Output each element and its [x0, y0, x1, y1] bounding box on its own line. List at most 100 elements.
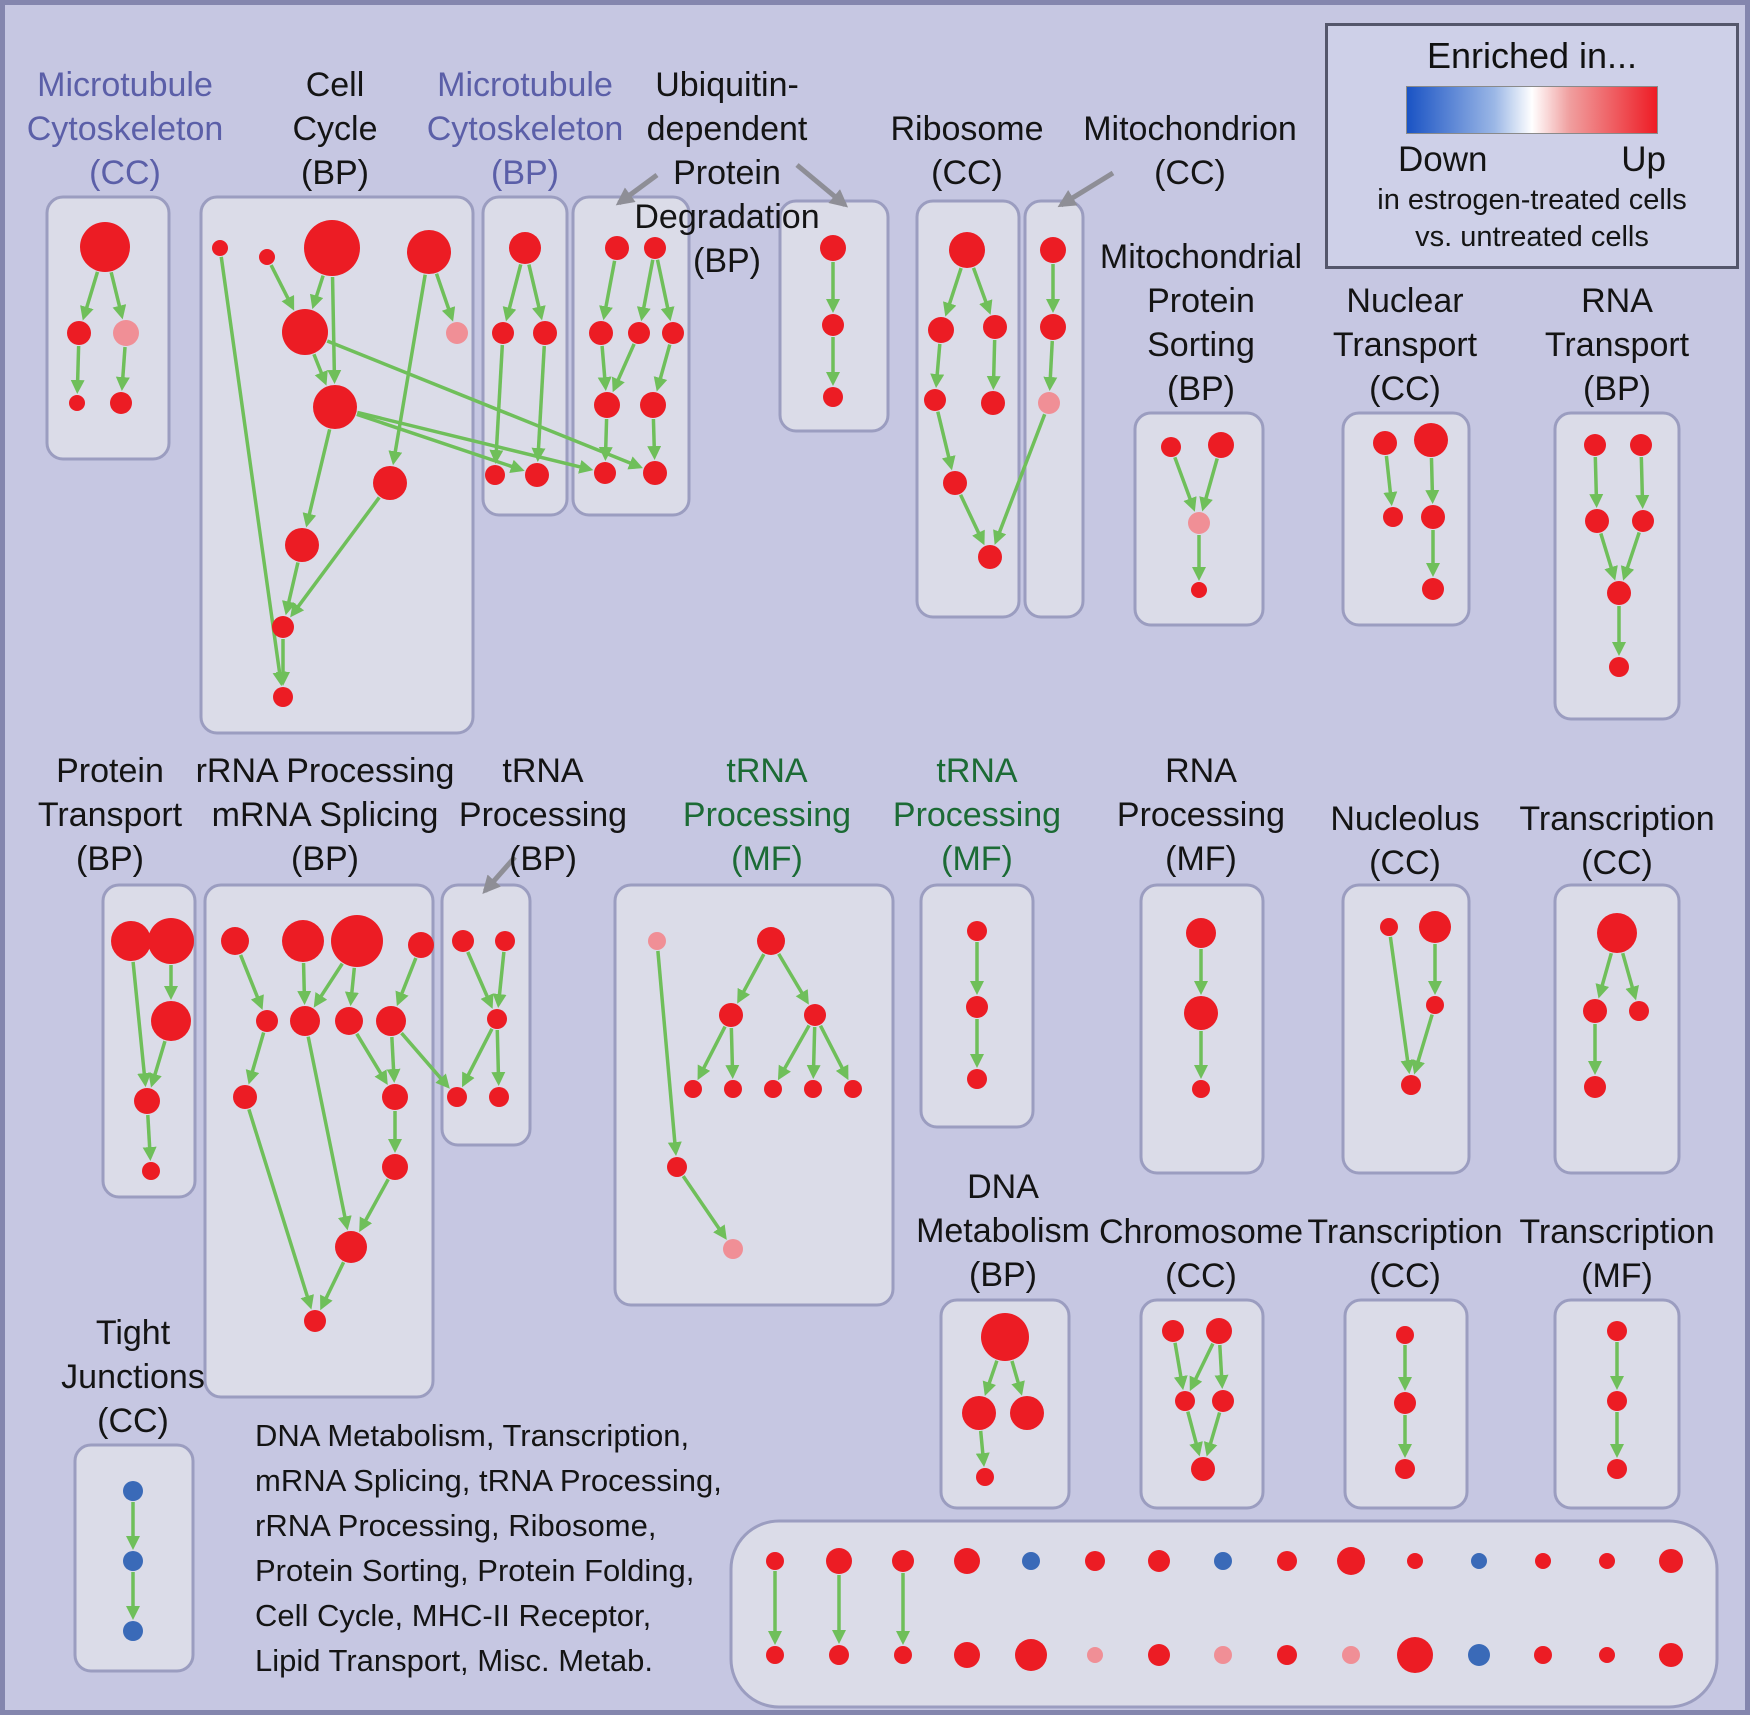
edge-arrow	[309, 275, 325, 310]
node-miscellaneous-16	[829, 1645, 849, 1665]
node-protein-transport-2	[151, 1001, 191, 1041]
edge-arrow	[656, 950, 682, 1157]
node-trna-processing-mf-large-3	[804, 1004, 826, 1026]
node-trna-processing-bp-1	[495, 931, 515, 951]
node-dna-metabolism-1	[962, 1396, 996, 1430]
edge-arrow	[986, 339, 1001, 391]
node-ribosome-6	[978, 545, 1002, 569]
node-mitochondrial-protein-sorting-1	[1208, 432, 1234, 458]
node-rrna-processing-mrna-splicing-10	[382, 1154, 408, 1180]
node-ubiquitin-left-6	[640, 392, 666, 418]
edge-arrow	[527, 264, 546, 321]
node-miscellaneous-22	[1214, 1646, 1232, 1664]
node-ubiquitin-right-1	[822, 314, 844, 336]
edge-arrow	[1203, 1412, 1222, 1457]
edge-arrow	[1589, 456, 1604, 509]
node-mitochondrial-protein-sorting-0	[1161, 437, 1181, 457]
edge-arrow	[971, 267, 993, 315]
node-cell-cycle-10	[273, 687, 293, 707]
edge-arrow	[297, 962, 312, 1006]
edge-arrow	[636, 259, 655, 322]
node-trna-processing-mf-large-4	[684, 1080, 702, 1098]
node-rrna-processing-mrna-splicing-11	[335, 1231, 367, 1263]
edge-arrow	[1595, 952, 1613, 999]
node-mitochondrial-protein-sorting-3	[1191, 582, 1207, 598]
edge-arrow	[491, 1029, 506, 1087]
node-trna-processing-mf-large-6	[764, 1080, 782, 1098]
node-microtubule-cytoskeleton-bp-1	[492, 322, 514, 344]
node-cell-cycle-9	[272, 616, 294, 638]
edge-arrow	[466, 951, 494, 1009]
edge-arrow	[356, 412, 525, 474]
legend-title: Enriched in...	[1426, 35, 1638, 76]
edge-arrow	[400, 1031, 450, 1089]
node-trna-processing-mf-large-9	[667, 1157, 687, 1177]
node-protein-transport-4	[142, 1162, 160, 1180]
edge-arrow	[356, 410, 594, 474]
edge-arrow	[395, 957, 418, 1007]
node-trna-processing-bp-3	[447, 1087, 467, 1107]
cluster-box-ribosome	[915, 199, 1021, 619]
edge-arrow	[131, 961, 152, 1088]
node-microtubule-cytoskeleton-cc-4	[110, 392, 132, 414]
node-miscellaneous-8	[1277, 1551, 1297, 1571]
node-microtubule-cytoskeleton-cc-1	[67, 321, 91, 345]
node-ubiquitin-left-1	[644, 237, 666, 259]
node-miscellaneous-27	[1534, 1646, 1552, 1664]
edge-arrow	[492, 951, 507, 1009]
node-rrna-processing-mrna-splicing-8	[233, 1085, 257, 1109]
node-miscellaneous-28	[1599, 1647, 1615, 1663]
node-trna-processing-mf-large-7	[804, 1080, 822, 1098]
edge-arrow	[359, 1178, 390, 1233]
node-ribosome-1	[928, 317, 954, 343]
edge-arrow	[355, 1032, 388, 1086]
miscellaneous-category-note: DNA Metabolism, Transcription, mRNA Spli…	[255, 1418, 722, 1678]
legend-up-label: Up	[1621, 140, 1666, 179]
node-nuclear-transport-0	[1373, 431, 1397, 455]
node-cell-cycle-6	[313, 385, 357, 429]
node-miscellaneous-13	[1599, 1553, 1615, 1569]
edge-arrow	[647, 418, 662, 461]
node-miscellaneous-4	[1022, 1552, 1040, 1570]
legend-down-label: Down	[1398, 140, 1488, 179]
node-transcription-cc-top-1	[1583, 999, 1607, 1023]
node-ubiquitin-left-2	[589, 321, 613, 345]
edge-arrow	[725, 1027, 740, 1080]
edge-arrow	[386, 1036, 401, 1084]
node-nucleolus-0	[1380, 918, 1398, 936]
node-rrna-processing-mrna-splicing-7	[376, 1006, 406, 1036]
annotation-arrow	[795, 163, 849, 208]
node-cell-cycle-0	[212, 240, 228, 256]
node-trna-processing-mf-small-2	[967, 1069, 987, 1089]
edge-arrow	[1043, 340, 1058, 392]
edge-arrow	[611, 343, 636, 393]
node-rna-transport-1	[1630, 434, 1652, 456]
node-nuclear-transport-2	[1383, 507, 1403, 527]
node-nucleolus-2	[1426, 996, 1444, 1014]
node-ubiquitin-left-7	[594, 462, 616, 484]
node-chromosome-0	[1162, 1320, 1184, 1342]
node-tight-junctions-1	[123, 1551, 143, 1571]
edge-arrow	[327, 276, 342, 385]
edge-arrow	[312, 353, 328, 386]
edge-arrow	[1599, 532, 1618, 581]
node-cell-cycle-5	[446, 322, 468, 344]
node-microtubule-cytoskeleton-bp-4	[525, 463, 549, 487]
node-rrna-processing-mrna-splicing-12	[304, 1310, 326, 1332]
node-transcription-mf-2	[1607, 1459, 1627, 1479]
node-transcription-cc-bottom-2	[1395, 1459, 1415, 1479]
edge-arrow	[653, 344, 672, 392]
node-rrna-processing-mrna-splicing-1	[282, 920, 324, 962]
node-trna-processing-mf-large-1	[757, 927, 785, 955]
node-miscellaneous-14	[1659, 1549, 1683, 1573]
edge-arrow	[1010, 1360, 1025, 1396]
node-chromosome-3	[1212, 1390, 1234, 1412]
node-miscellaneous-23	[1277, 1645, 1297, 1665]
node-transcription-cc-bottom-0	[1396, 1326, 1414, 1344]
node-ubiquitin-left-4	[662, 322, 684, 344]
edge-arrow	[313, 962, 344, 1008]
edge-arrow	[936, 411, 956, 471]
node-microtubule-cytoskeleton-bp-0	[509, 232, 541, 264]
node-transcription-cc-top-2	[1629, 1001, 1649, 1021]
node-miscellaneous-6	[1148, 1550, 1170, 1572]
